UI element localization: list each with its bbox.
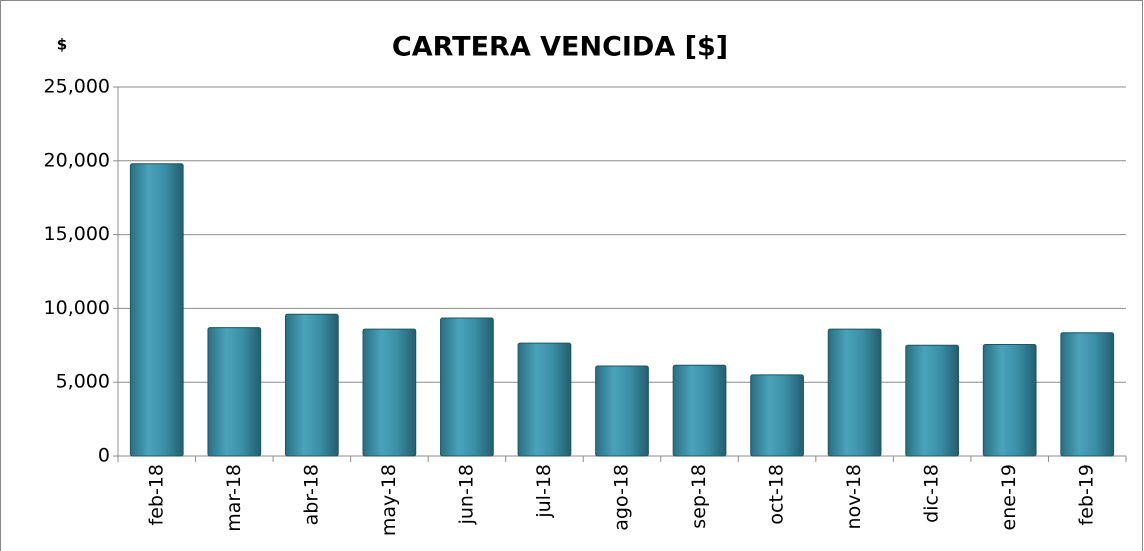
bar (672, 364, 727, 457)
bar (440, 317, 494, 457)
x-tick-label: ene-19 (998, 464, 1020, 530)
x-tick-label: dic-18 (921, 464, 943, 523)
chart-title: CARTERA VENCIDA [$] (392, 32, 728, 63)
bar (905, 344, 960, 457)
x-tick-label: mar-18 (223, 464, 245, 532)
x-tick-label: feb-19 (1076, 464, 1098, 525)
y-tick-label: 25,000 (44, 76, 110, 98)
bar (129, 163, 184, 457)
y-tick-label: 10,000 (44, 297, 110, 319)
x-tick-label: feb-18 (145, 464, 167, 525)
bar (517, 342, 572, 457)
y-tick-label: 20,000 (44, 149, 110, 171)
bar (1060, 332, 1115, 457)
y-axis-label: $ (57, 36, 67, 54)
bar (827, 328, 882, 457)
bar (284, 313, 339, 457)
bar (750, 374, 804, 457)
x-tick-label: ago-18 (611, 464, 633, 531)
y-tick-label: 0 (98, 445, 110, 467)
bar (982, 344, 1037, 457)
x-tick-label: may-18 (378, 464, 400, 536)
y-tick-label: 15,000 (44, 223, 110, 245)
x-tick-label: jun-18 (455, 464, 477, 525)
x-tick-label: oct-18 (766, 464, 788, 525)
bar (362, 328, 417, 457)
x-tick-label: jul-18 (533, 464, 555, 519)
bar (595, 365, 649, 457)
y-tick-label: 5,000 (56, 371, 110, 393)
bar (207, 327, 262, 457)
x-tick-label: abr-18 (300, 464, 322, 525)
x-tick-label: sep-18 (688, 464, 710, 529)
x-tick-label: nov-18 (843, 464, 865, 529)
